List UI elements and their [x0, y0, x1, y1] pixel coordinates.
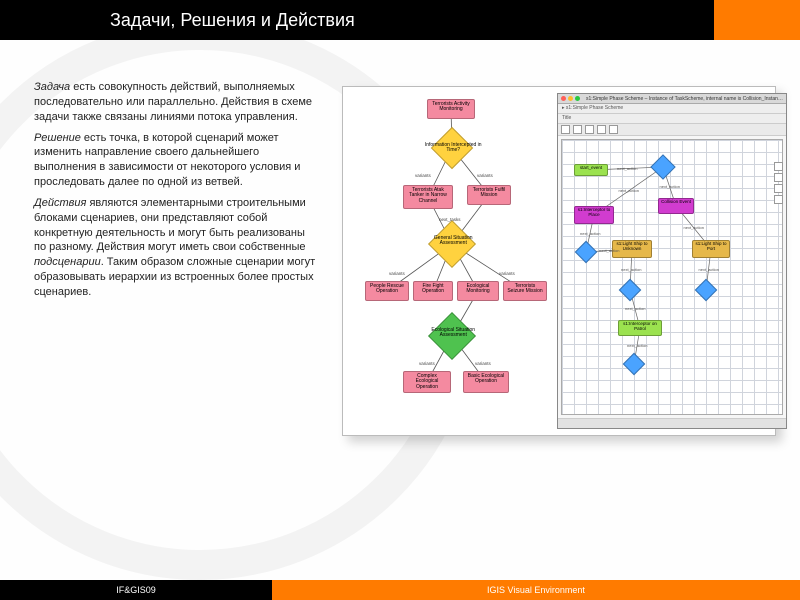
canvas-edge-label: next_action: [621, 267, 641, 272]
tool-zoom-icon[interactable]: [609, 125, 618, 134]
flow-node-d1: Information Intercepted in Time?: [431, 127, 473, 169]
canvas-node-e4[interactable]: Collision Event: [658, 198, 694, 214]
editor-edges: [562, 140, 782, 414]
sidetool-2-icon[interactable]: [774, 173, 783, 182]
title-accent-block: [714, 0, 800, 40]
footer: IF&GIS09 IGIS Visual Environment: [0, 580, 800, 600]
canvas-node-e2[interactable]: [650, 154, 675, 179]
tool-select-icon[interactable]: [561, 125, 570, 134]
figure-frame: Terrorists Activity Monitoring Informatio…: [342, 86, 776, 436]
canvas-node-e9[interactable]: [695, 279, 718, 302]
flow-edge-label: variants: [415, 173, 431, 178]
flow-node-d3: Ecological Situation Assessment: [428, 312, 476, 360]
para-actions: Действия являются элементарными строител…: [34, 196, 318, 300]
footer-right: IGIS Visual Environment: [272, 580, 800, 600]
flow-edge-label: variants: [499, 271, 515, 276]
canvas-edge-label: next_action: [627, 343, 647, 348]
title-field: Title: [558, 114, 786, 124]
tool-edge-icon[interactable]: [585, 125, 594, 134]
flow-node-n3: Terrorists Fulfil Mission: [467, 185, 511, 205]
traffic-green-icon: [575, 96, 580, 101]
flowchart: Terrorists Activity Monitoring Informatio…: [349, 93, 549, 429]
canvas-edge-label: next_action: [599, 248, 619, 253]
canvas-edge-label: next_action: [699, 267, 719, 272]
em-sub: подсценарии: [34, 256, 101, 268]
canvas-node-e3[interactable]: s1:Interceptor to Place: [574, 206, 614, 224]
canvas-node-e11[interactable]: [623, 353, 646, 376]
flow-edge-label: variants: [419, 361, 435, 366]
flow-edge-label: next_tasks: [439, 217, 461, 222]
flow-edge-label: variants: [475, 361, 491, 366]
footer-left: IF&GIS09: [0, 580, 272, 600]
window-titlebar: s1:Simple Phase Scheme – Instance of Tas…: [558, 94, 786, 104]
breadcrumb: ▸ s1:Simple Phase Scheme: [558, 104, 786, 114]
canvas-node-e5[interactable]: [575, 241, 598, 264]
canvas-edge-label: next_action: [580, 231, 600, 236]
para-decision: Решение есть точка, в которой сценарий м…: [34, 131, 318, 190]
slide: Задачи, Решения и Действия * Задача есть…: [0, 0, 800, 600]
editor-window: s1:Simple Phase Scheme – Instance of Tas…: [557, 93, 787, 429]
flow-node-n5: Fire Fight Operation: [413, 281, 453, 301]
editor-statusbar: [558, 418, 786, 428]
canvas-edge-label: next_action: [617, 166, 637, 171]
canvas-node-e10[interactable]: s1:Interceptor on Patrol: [618, 320, 662, 336]
em-actions: Действия: [34, 197, 86, 209]
flow-edge-label: variants: [389, 271, 405, 276]
title-field-label: Title: [562, 115, 571, 121]
canvas-node-e7[interactable]: s1:Light Ship to Port: [692, 240, 730, 258]
content-area: Задача есть совокупность действий, выпол…: [0, 40, 800, 580]
flow-node-n1: Terrorists Activity Monitoring: [427, 99, 475, 119]
para-task: Задача есть совокупность действий, выпол…: [34, 80, 318, 125]
em-decision: Решение: [34, 132, 81, 144]
text-column: Задача есть совокупность действий, выпол…: [34, 80, 318, 580]
flow-node-d2: General Situation Assessment: [428, 220, 476, 268]
tool-node-icon[interactable]: [573, 125, 582, 134]
sidetool-3-icon[interactable]: [774, 184, 783, 193]
canvas-node-e8[interactable]: [619, 279, 642, 302]
traffic-yellow-icon: [568, 96, 573, 101]
flow-node-n8: Complex Ecological Operation: [403, 371, 451, 393]
flow-node-n2: Terrorists Atak Tanker in Narrow Channel: [403, 185, 453, 209]
flow-node-n9: Basic Ecological Operation: [463, 371, 509, 393]
canvas-edge-label: next_action: [619, 188, 639, 193]
em-task: Задача: [34, 81, 70, 93]
canvas-edge-label: next_action: [684, 225, 704, 230]
title-bar: Задачи, Решения и Действия *: [0, 0, 800, 40]
flow-edge-label: variants: [477, 173, 493, 178]
flow-node-n6: Ecological Monitoring: [457, 281, 499, 301]
traffic-red-icon: [561, 96, 566, 101]
sidetool-1-icon[interactable]: [774, 162, 783, 171]
canvas-node-e1[interactable]: start_event: [574, 164, 608, 176]
canvas-edge-label: next_action: [625, 306, 645, 311]
editor-toolbar: [558, 124, 786, 136]
sidetool-4-icon[interactable]: [774, 195, 783, 204]
flow-node-n4: People Rescue Operation: [365, 281, 409, 301]
canvas-edge-label: next_action: [660, 184, 680, 189]
window-title: s1:Simple Phase Scheme – Instance of Tas…: [586, 96, 783, 102]
flow-node-n7: Terrorists Seizure Mission: [503, 281, 547, 301]
slide-title: Задачи, Решения и Действия: [110, 10, 355, 31]
figure-column: Terrorists Activity Monitoring Informatio…: [336, 80, 782, 580]
editor-canvas[interactable]: start_event s1:Interceptor to Place Collis…: [561, 139, 783, 415]
editor-side-tools: [774, 162, 784, 204]
txt-task: есть совокупность действий, выполняемых …: [34, 81, 312, 123]
tool-delete-icon[interactable]: [597, 125, 606, 134]
